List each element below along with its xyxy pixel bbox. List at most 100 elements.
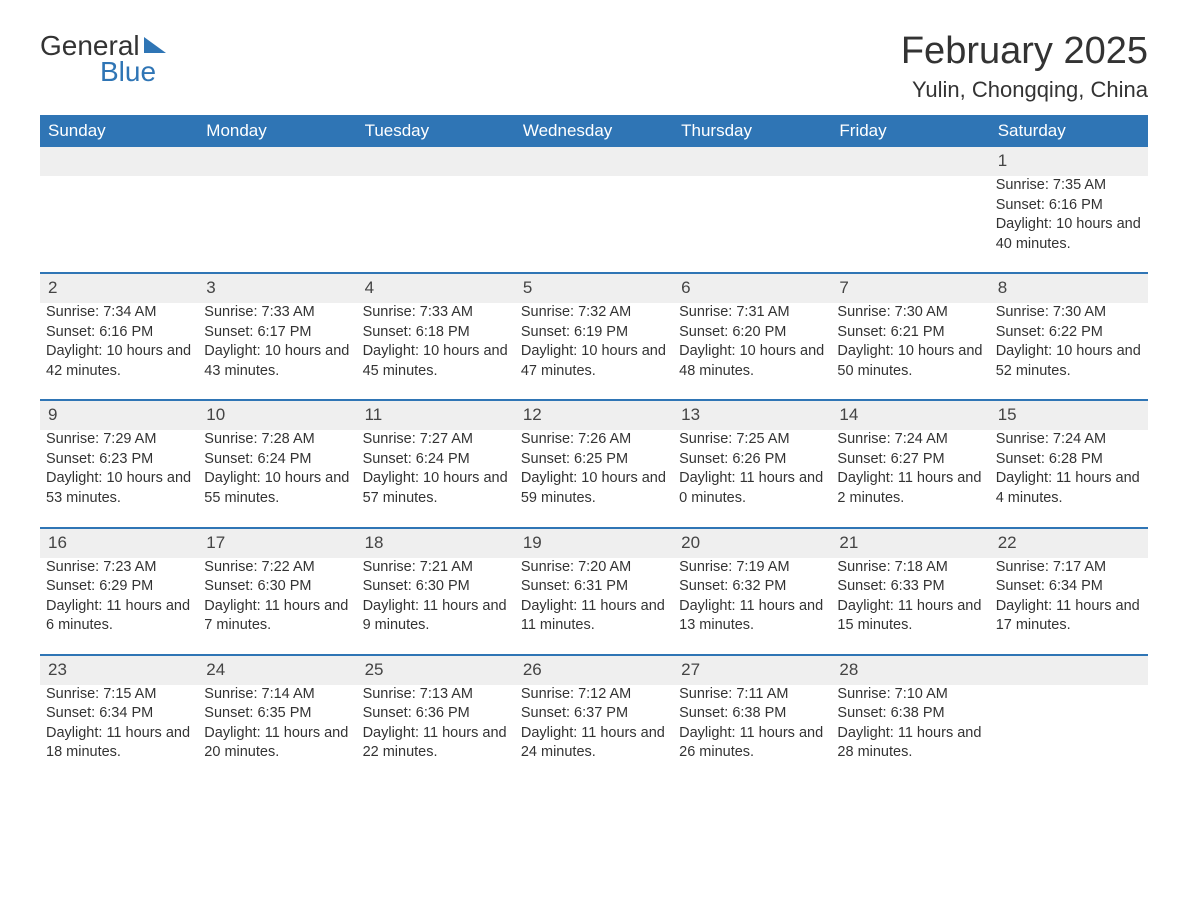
daynum-row: 16171819202122 <box>40 528 1148 558</box>
day-number-cell <box>990 655 1148 685</box>
daylight-text: Daylight: 10 hours and 45 minutes. <box>363 342 509 381</box>
daylight-text: Daylight: 11 hours and 22 minutes. <box>363 724 509 763</box>
sunrise-text: Sunrise: 7:17 AM <box>996 558 1142 578</box>
day-detail-cell <box>673 176 831 273</box>
day-number-cell: 15 <box>990 400 1148 430</box>
sunrise-text: Sunrise: 7:14 AM <box>204 685 350 705</box>
sunrise-text: Sunrise: 7:24 AM <box>996 430 1142 450</box>
sunset-text: Sunset: 6:30 PM <box>363 577 509 597</box>
daylight-text: Daylight: 11 hours and 26 minutes. <box>679 724 825 763</box>
sunrise-text: Sunrise: 7:25 AM <box>679 430 825 450</box>
detail-row: Sunrise: 7:15 AMSunset: 6:34 PMDaylight:… <box>40 685 1148 781</box>
logo-text-2: Blue <box>100 56 166 88</box>
day-detail-cell: Sunrise: 7:22 AMSunset: 6:30 PMDaylight:… <box>198 558 356 655</box>
day-detail-cell: Sunrise: 7:19 AMSunset: 6:32 PMDaylight:… <box>673 558 831 655</box>
sunrise-text: Sunrise: 7:12 AM <box>521 685 667 705</box>
sunrise-text: Sunrise: 7:13 AM <box>363 685 509 705</box>
daylight-text: Daylight: 11 hours and 18 minutes. <box>46 724 192 763</box>
day-detail-cell: Sunrise: 7:20 AMSunset: 6:31 PMDaylight:… <box>515 558 673 655</box>
daylight-text: Daylight: 11 hours and 17 minutes. <box>996 597 1142 636</box>
sunset-text: Sunset: 6:38 PM <box>837 704 983 724</box>
day-detail-cell: Sunrise: 7:28 AMSunset: 6:24 PMDaylight:… <box>198 430 356 527</box>
sunset-text: Sunset: 6:25 PM <box>521 450 667 470</box>
sunrise-text: Sunrise: 7:27 AM <box>363 430 509 450</box>
day-detail-cell: Sunrise: 7:10 AMSunset: 6:38 PMDaylight:… <box>831 685 989 781</box>
sunset-text: Sunset: 6:29 PM <box>46 577 192 597</box>
day-number-cell: 2 <box>40 273 198 303</box>
daynum-row: 9101112131415 <box>40 400 1148 430</box>
day-number-cell: 3 <box>198 273 356 303</box>
day-number-cell: 11 <box>357 400 515 430</box>
day-header: Friday <box>831 115 989 147</box>
sunrise-text: Sunrise: 7:35 AM <box>996 176 1142 196</box>
sunset-text: Sunset: 6:34 PM <box>46 704 192 724</box>
day-detail-cell <box>990 685 1148 781</box>
day-number-cell: 19 <box>515 528 673 558</box>
sunrise-text: Sunrise: 7:15 AM <box>46 685 192 705</box>
sunset-text: Sunset: 6:24 PM <box>363 450 509 470</box>
day-header: Monday <box>198 115 356 147</box>
day-header: Sunday <box>40 115 198 147</box>
sunrise-text: Sunrise: 7:26 AM <box>521 430 667 450</box>
day-detail-cell: Sunrise: 7:11 AMSunset: 6:38 PMDaylight:… <box>673 685 831 781</box>
day-number-cell <box>198 147 356 176</box>
day-number-cell: 28 <box>831 655 989 685</box>
daylight-text: Daylight: 11 hours and 28 minutes. <box>837 724 983 763</box>
day-number-cell: 22 <box>990 528 1148 558</box>
day-detail-cell: Sunrise: 7:13 AMSunset: 6:36 PMDaylight:… <box>357 685 515 781</box>
day-number-cell: 18 <box>357 528 515 558</box>
day-number-cell: 7 <box>831 273 989 303</box>
sunrise-text: Sunrise: 7:23 AM <box>46 558 192 578</box>
day-detail-cell: Sunrise: 7:32 AMSunset: 6:19 PMDaylight:… <box>515 303 673 400</box>
sunrise-text: Sunrise: 7:20 AM <box>521 558 667 578</box>
day-number-cell <box>357 147 515 176</box>
sunrise-text: Sunrise: 7:29 AM <box>46 430 192 450</box>
day-detail-cell: Sunrise: 7:35 AMSunset: 6:16 PMDaylight:… <box>990 176 1148 273</box>
day-number-cell: 16 <box>40 528 198 558</box>
daylight-text: Daylight: 10 hours and 43 minutes. <box>204 342 350 381</box>
daylight-text: Daylight: 11 hours and 15 minutes. <box>837 597 983 636</box>
daylight-text: Daylight: 11 hours and 6 minutes. <box>46 597 192 636</box>
day-number-cell: 9 <box>40 400 198 430</box>
day-detail-cell: Sunrise: 7:30 AMSunset: 6:22 PMDaylight:… <box>990 303 1148 400</box>
daylight-text: Daylight: 11 hours and 7 minutes. <box>204 597 350 636</box>
daynum-row: 232425262728 <box>40 655 1148 685</box>
sunset-text: Sunset: 6:34 PM <box>996 577 1142 597</box>
day-number-cell: 10 <box>198 400 356 430</box>
day-detail-cell <box>515 176 673 273</box>
daylight-text: Daylight: 10 hours and 50 minutes. <box>837 342 983 381</box>
day-number-cell: 4 <box>357 273 515 303</box>
sunset-text: Sunset: 6:28 PM <box>996 450 1142 470</box>
daylight-text: Daylight: 11 hours and 4 minutes. <box>996 469 1142 508</box>
sunset-text: Sunset: 6:20 PM <box>679 323 825 343</box>
sunrise-text: Sunrise: 7:11 AM <box>679 685 825 705</box>
sunset-text: Sunset: 6:33 PM <box>837 577 983 597</box>
sunset-text: Sunset: 6:18 PM <box>363 323 509 343</box>
sunset-text: Sunset: 6:16 PM <box>46 323 192 343</box>
daylight-text: Daylight: 10 hours and 42 minutes. <box>46 342 192 381</box>
day-detail-cell: Sunrise: 7:21 AMSunset: 6:30 PMDaylight:… <box>357 558 515 655</box>
day-number-cell: 21 <box>831 528 989 558</box>
day-number-cell: 12 <box>515 400 673 430</box>
sunset-text: Sunset: 6:21 PM <box>837 323 983 343</box>
day-detail-cell: Sunrise: 7:24 AMSunset: 6:27 PMDaylight:… <box>831 430 989 527</box>
sunset-text: Sunset: 6:26 PM <box>679 450 825 470</box>
day-detail-cell: Sunrise: 7:31 AMSunset: 6:20 PMDaylight:… <box>673 303 831 400</box>
day-detail-cell: Sunrise: 7:27 AMSunset: 6:24 PMDaylight:… <box>357 430 515 527</box>
page-subtitle: Yulin, Chongqing, China <box>901 77 1148 103</box>
logo-triangle-icon <box>144 37 166 53</box>
day-header: Thursday <box>673 115 831 147</box>
sunset-text: Sunset: 6:19 PM <box>521 323 667 343</box>
day-number-cell: 14 <box>831 400 989 430</box>
daylight-text: Daylight: 10 hours and 59 minutes. <box>521 469 667 508</box>
sunset-text: Sunset: 6:16 PM <box>996 196 1142 216</box>
daylight-text: Daylight: 10 hours and 48 minutes. <box>679 342 825 381</box>
day-detail-cell: Sunrise: 7:14 AMSunset: 6:35 PMDaylight:… <box>198 685 356 781</box>
day-detail-cell <box>198 176 356 273</box>
daylight-text: Daylight: 11 hours and 11 minutes. <box>521 597 667 636</box>
sunrise-text: Sunrise: 7:33 AM <box>204 303 350 323</box>
day-number-cell: 27 <box>673 655 831 685</box>
sunrise-text: Sunrise: 7:30 AM <box>837 303 983 323</box>
day-header: Saturday <box>990 115 1148 147</box>
sunrise-text: Sunrise: 7:28 AM <box>204 430 350 450</box>
